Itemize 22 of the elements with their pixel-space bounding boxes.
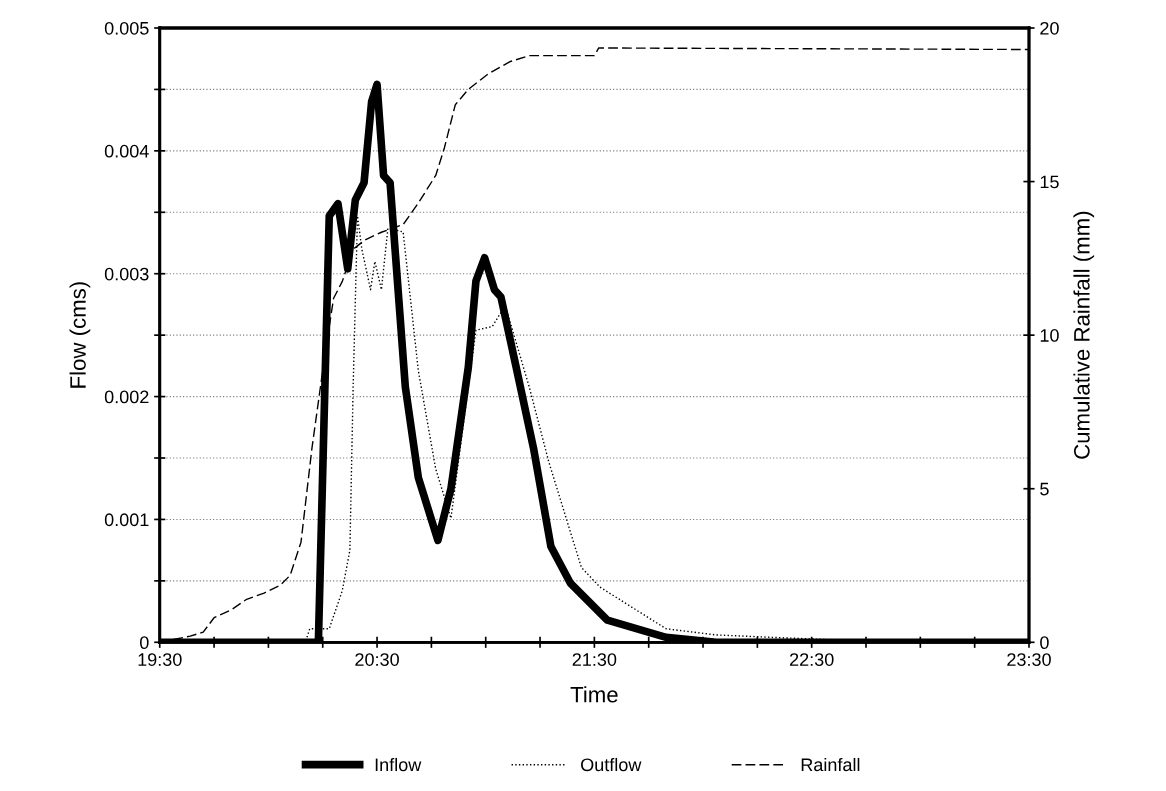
y-tick-label: 0.004 <box>104 144 149 158</box>
x-tick-label: 23:30 <box>1007 653 1051 666</box>
y2-axis-title: Cumulative Rainfall (mm) <box>1073 211 1095 459</box>
y-tick-label: 0.001 <box>104 513 149 527</box>
y2-tick-label: 10 <box>1040 329 1059 342</box>
y-tick-label: 0.005 <box>104 21 149 35</box>
y2-tick-label: 0 <box>1040 636 1049 650</box>
legend-label: Rainfall <box>801 757 860 772</box>
y2-tick-label: 5 <box>1040 482 1049 496</box>
y-axis-title: Flow (cms) <box>69 282 91 388</box>
y2-tick-label: 15 <box>1040 175 1059 189</box>
y-tick-label: 0.002 <box>104 390 149 404</box>
legend-label: Inflow <box>375 757 422 772</box>
legend-label: Outflow <box>581 757 642 772</box>
y2-tick-label: 20 <box>1040 21 1059 35</box>
x-tick-label: 19:30 <box>138 653 182 666</box>
y-tick-label: 0.003 <box>104 267 149 281</box>
x-tick-label: 21:30 <box>572 653 617 666</box>
x-axis-title: Time <box>570 686 618 703</box>
x-tick-label: 20:30 <box>355 653 399 666</box>
y-tick-label: 0 <box>139 636 149 650</box>
x-tick-label: 22:30 <box>790 653 834 666</box>
